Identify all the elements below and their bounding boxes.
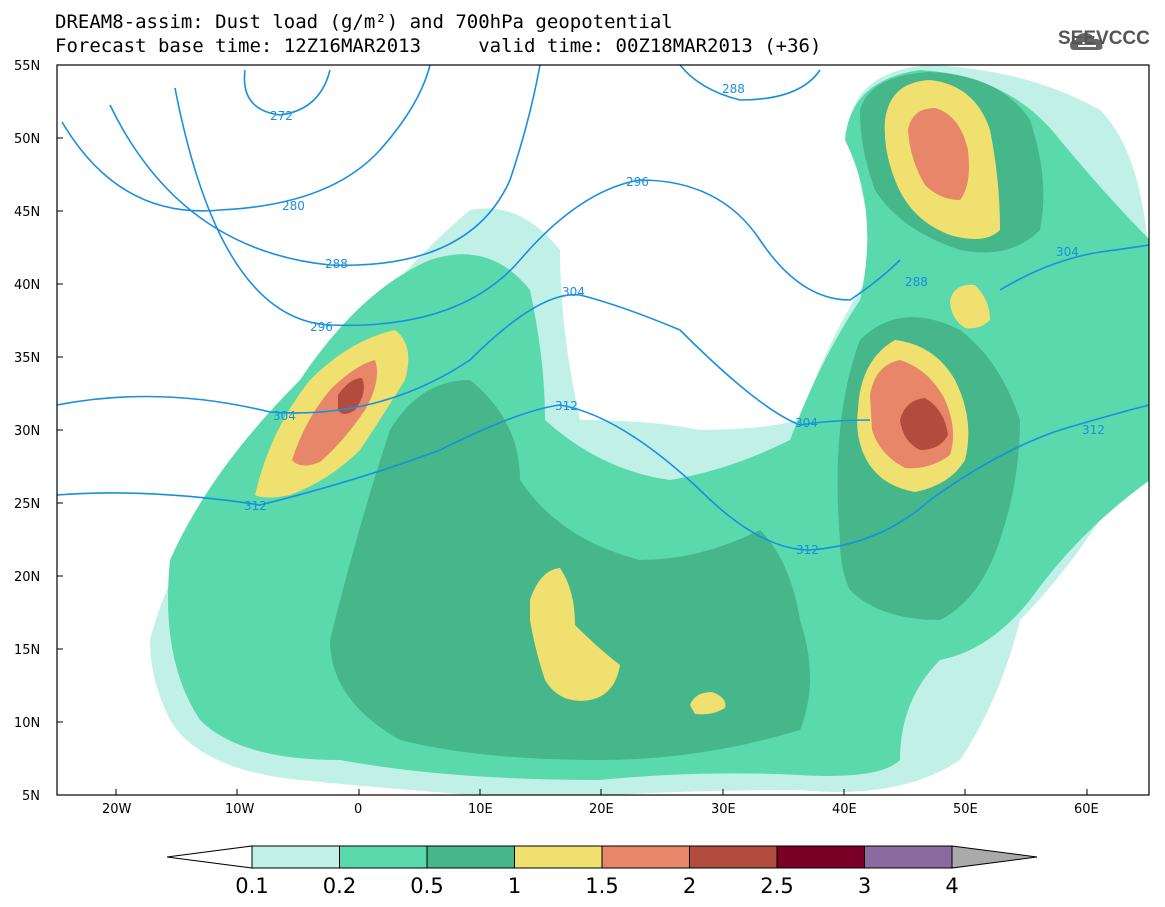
contour-label: 304	[562, 285, 585, 299]
dust-level-1-sudan	[690, 692, 726, 715]
contour-label: 272	[270, 109, 293, 123]
contour-label: 312	[796, 543, 819, 557]
contour-280	[61, 65, 431, 212]
logo-text: SEEVCCC	[1058, 28, 1150, 49]
contour-296-east	[679, 65, 821, 101]
lon-label: 30E	[711, 802, 736, 817]
lat-label: 25N	[14, 497, 40, 512]
lon-label: 0	[354, 802, 362, 817]
lat-label: 10N	[14, 716, 40, 731]
chart-title-line1: DREAM8-assim: Dust load (g/m²) and 700hP…	[55, 11, 673, 33]
lat-label: 55N	[14, 59, 40, 74]
contour-label: 288	[722, 82, 745, 96]
dust-level-1-caspian	[950, 284, 990, 329]
dust-level-1-chad	[530, 568, 620, 701]
contour-label: 296	[626, 175, 649, 189]
contour-label: 288	[325, 257, 348, 271]
contour-288	[109, 65, 541, 267]
contour-label: 296	[310, 320, 333, 334]
contour-304	[57, 293, 871, 426]
lat-label: 20N	[14, 570, 40, 585]
tick-marks	[57, 137, 1088, 795]
contour-label: 312	[244, 499, 267, 513]
dust-fields	[150, 65, 1149, 795]
lon-label: 20E	[589, 802, 614, 817]
lon-label: 60E	[1074, 802, 1099, 817]
lat-label: 45N	[14, 205, 40, 220]
contour-312	[57, 404, 1149, 551]
lon-label: 50E	[953, 802, 978, 817]
dust-level-2-west	[338, 378, 364, 414]
lon-label: 10W	[225, 802, 255, 817]
lat-label: 35N	[14, 351, 40, 366]
contour-label: 312	[1082, 423, 1105, 437]
dust-level-2-iraq	[900, 398, 948, 450]
chart-title-line2: Forecast base time: 12Z16MAR2013 valid t…	[55, 35, 822, 57]
lat-label: 50N	[14, 132, 40, 147]
contour-label: 304	[1056, 245, 1079, 259]
contour-label: 304	[273, 409, 296, 423]
lon-label: 20W	[102, 802, 132, 817]
contour-272	[243, 69, 331, 116]
longitude-axis: 20W 10W 0 10E 20E 30E 40E 50E 60E	[102, 802, 1099, 817]
contour-296	[174, 87, 901, 327]
latitude-axis: 55N 50N 45N 40N 35N 30N 25N 20N 15N 10N …	[14, 59, 40, 804]
lat-label: 40N	[14, 278, 40, 293]
contour-label: 288	[905, 275, 928, 289]
lat-label: 5N	[22, 789, 40, 804]
lon-label: 40E	[832, 802, 857, 817]
contour-label: 280	[282, 199, 305, 213]
lat-label: 30N	[14, 424, 40, 439]
contour-304-east	[999, 244, 1149, 291]
contour-label-group: 272 280 288 296 304 312 288 296 304 304 …	[244, 82, 1105, 557]
lon-label: 10E	[468, 802, 493, 817]
dust-level-0.5	[330, 380, 810, 760]
geopotential-contours	[57, 65, 1149, 551]
lat-label: 15N	[14, 643, 40, 658]
contour-label: 312	[555, 399, 578, 413]
cloud-logo-icon	[1070, 33, 1103, 50]
dust-level-1.5-russia	[908, 108, 969, 200]
contour-label: 304	[795, 416, 818, 430]
